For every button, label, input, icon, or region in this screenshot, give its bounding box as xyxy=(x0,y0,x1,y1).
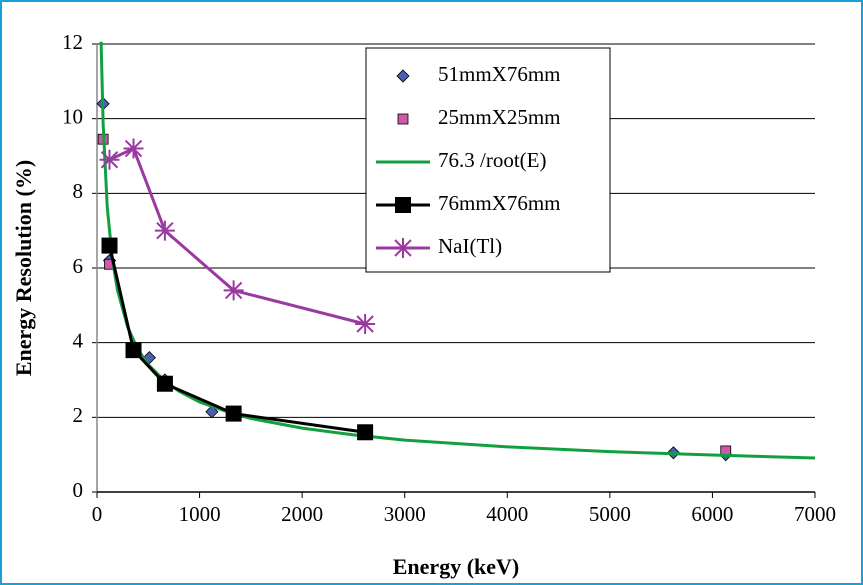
legend-marker xyxy=(395,197,411,213)
y-tick-label: 4 xyxy=(73,328,84,352)
x-tick-label: 0 xyxy=(92,502,103,526)
x-tick-label: 5000 xyxy=(589,502,631,526)
legend-text: NaI(Tl) xyxy=(438,234,502,258)
x-tick-label: 6000 xyxy=(691,502,733,526)
point xyxy=(205,405,219,419)
y-tick-label: 12 xyxy=(62,30,83,54)
point xyxy=(357,424,374,441)
point xyxy=(355,314,376,334)
point xyxy=(223,280,244,301)
point xyxy=(225,405,242,422)
point xyxy=(123,138,144,159)
legend-text: 51mmX76mm xyxy=(438,62,561,86)
point xyxy=(101,237,118,254)
y-axis-label: Energy Resolution (%) xyxy=(11,160,36,376)
y-tick-label: 0 xyxy=(73,478,84,502)
x-tick-label: 3000 xyxy=(384,502,426,526)
legend-marker xyxy=(393,238,413,258)
x-tick-label: 4000 xyxy=(486,502,528,526)
point xyxy=(99,149,120,170)
legend-text: 76.3 /root(E) xyxy=(438,148,546,172)
y-tick-label: 10 xyxy=(62,104,83,128)
legend-marker xyxy=(397,113,409,125)
legend-marker xyxy=(396,69,410,83)
y-tick-label: 6 xyxy=(73,254,84,278)
x-axis-label: Energy (keV) xyxy=(393,554,519,579)
x-tick-label: 1000 xyxy=(179,502,221,526)
point xyxy=(156,375,173,392)
point xyxy=(125,342,142,359)
x-tick-label: 7000 xyxy=(794,502,836,526)
x-tick-label: 2000 xyxy=(281,502,323,526)
legend-box xyxy=(365,47,611,273)
legend-text: 76mmX76mm xyxy=(438,191,561,215)
y-tick-label: 2 xyxy=(73,403,84,427)
y-tick-label: 8 xyxy=(73,179,84,203)
legend-text: 25mmX25mm xyxy=(438,105,561,129)
point xyxy=(154,220,175,241)
